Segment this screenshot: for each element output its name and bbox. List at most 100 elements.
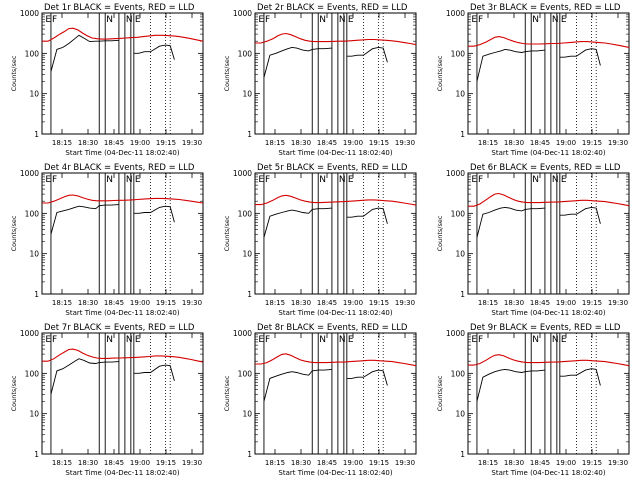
panel-title: Det 6r BLACK = Events, RED = LLD <box>470 163 621 173</box>
y-tick-label: 1000 <box>20 329 39 338</box>
events-series-line <box>50 34 175 72</box>
y-tick-label: 10 <box>29 250 39 259</box>
plot-frame <box>467 172 630 295</box>
interval-marker: F <box>478 175 483 185</box>
x-tick-label: 19:30 <box>182 459 202 467</box>
plot-frame <box>467 12 630 135</box>
x-tick-label: 18:30 <box>504 139 524 147</box>
x-tick-label: 18:15 <box>52 139 72 147</box>
plot-frame <box>254 332 417 455</box>
y-tick-label: 10 <box>455 90 465 99</box>
y-tick-label: 1000 <box>446 9 465 18</box>
x-tick-label: 18:15 <box>478 139 498 147</box>
interval-marker: F <box>52 15 57 25</box>
x-tick-label: 19:15 <box>582 299 602 307</box>
y-tick-label: 100 <box>25 369 40 378</box>
interval-marker: E <box>471 335 477 345</box>
x-tick-label: 19:15 <box>582 139 602 147</box>
x-tick-label: 18:15 <box>478 459 498 467</box>
panel-title: Det 1r BLACK = Events, RED = LLD <box>44 3 195 13</box>
lld-series-line <box>255 194 417 206</box>
y-tick-label: 10 <box>242 250 252 259</box>
events-series-line <box>476 48 601 82</box>
interval-marker: N <box>532 175 539 185</box>
x-tick-label: 18:30 <box>78 139 98 147</box>
x-tick-label: 19:00 <box>343 299 363 307</box>
x-tick-label: 18:15 <box>265 139 285 147</box>
panel-det-5: Det 5r BLACK = Events, RED = LLD Counts/s… <box>223 163 417 317</box>
x-tick-label: 19:15 <box>156 459 176 467</box>
plot-frame <box>254 172 417 295</box>
y-tick-label: 1 <box>34 290 39 299</box>
x-tick-label: 19:00 <box>130 299 150 307</box>
interval-marker: N <box>106 175 113 185</box>
lld-series-line <box>42 348 204 363</box>
x-tick-label: 19:00 <box>343 459 363 467</box>
interval-marker: N <box>532 15 539 25</box>
lld-series-line <box>468 192 630 207</box>
x-tick-label: 18:45 <box>530 299 550 307</box>
events-series-line <box>476 206 601 238</box>
x-axis-label: Start Time (04-Dec-11 18:02:40) <box>65 149 179 157</box>
lld-series-line <box>42 194 204 204</box>
y-tick-label: 100 <box>25 49 40 58</box>
panel-title: Det 7r BLACK = Events, RED = LLD <box>44 323 195 333</box>
x-tick-label: 18:30 <box>291 299 311 307</box>
y-axis-label: Counts/sec <box>436 215 444 251</box>
interval-marker: N <box>552 175 559 185</box>
y-tick-label: 100 <box>451 49 466 58</box>
interval-marker: N <box>532 335 539 345</box>
interval-marker: N <box>552 15 559 25</box>
x-tick-label: 19:30 <box>182 299 202 307</box>
x-tick-label: 19:30 <box>395 139 415 147</box>
x-axis-label: Start Time (04-Dec-11 18:02:40) <box>278 309 392 317</box>
panel-det-6: Det 6r BLACK = Events, RED = LLD Counts/s… <box>436 163 630 317</box>
interval-marker: N <box>319 175 326 185</box>
x-tick-label: 19:30 <box>608 459 628 467</box>
y-tick-label: 1 <box>460 130 465 139</box>
interval-marker: E <box>258 175 264 185</box>
interval-marker: N <box>339 15 346 25</box>
panel-title: Det 5r BLACK = Events, RED = LLD <box>257 163 408 173</box>
y-tick-label: 1000 <box>233 9 252 18</box>
panel-title: Det 8r BLACK = Events, RED = LLD <box>257 323 408 333</box>
x-tick-label: 18:45 <box>104 139 124 147</box>
interval-marker: F <box>52 335 57 345</box>
x-tick-label: 19:00 <box>556 459 576 467</box>
y-tick-label: 100 <box>238 209 253 218</box>
y-tick-label: 10 <box>242 410 252 419</box>
y-tick-label: 100 <box>238 369 253 378</box>
x-tick-label: 18:30 <box>291 139 311 147</box>
x-tick-label: 19:00 <box>556 139 576 147</box>
y-axis-label: Counts/sec <box>223 375 231 411</box>
plot-frame <box>41 332 204 455</box>
interval-marker: E <box>348 335 354 345</box>
x-tick-label: 18:30 <box>504 299 524 307</box>
x-tick-label: 19:00 <box>556 299 576 307</box>
x-tick-label: 19:15 <box>369 459 389 467</box>
y-axis-label: Counts/sec <box>223 55 231 91</box>
panel-title: Det 9r BLACK = Events, RED = LLD <box>470 323 621 333</box>
x-tick-label: 19:15 <box>156 299 176 307</box>
y-tick-label: 1000 <box>233 169 252 178</box>
interval-marker: E <box>348 15 354 25</box>
interval-marker: F <box>478 335 483 345</box>
y-tick-label: 1 <box>460 450 465 459</box>
x-tick-label: 18:45 <box>530 459 550 467</box>
interval-marker: N <box>319 15 326 25</box>
interval-marker: N <box>106 335 113 345</box>
interval-marker: E <box>561 175 567 185</box>
events-series-line <box>476 368 601 402</box>
x-tick-label: 18:30 <box>504 459 524 467</box>
x-tick-label: 19:15 <box>369 139 389 147</box>
lld-series-line <box>42 27 204 42</box>
interval-marker: E <box>561 15 567 25</box>
y-axis-label: Counts/sec <box>436 375 444 411</box>
y-tick-label: 1 <box>460 290 465 299</box>
x-axis-label: Start Time (04-Dec-11 18:02:40) <box>491 149 605 157</box>
y-axis-label: Counts/sec <box>436 55 444 91</box>
y-tick-label: 1 <box>247 450 252 459</box>
x-axis-label: Start Time (04-Dec-11 18:02:40) <box>491 309 605 317</box>
panel-title: Det 3r BLACK = Events, RED = LLD <box>470 3 621 13</box>
